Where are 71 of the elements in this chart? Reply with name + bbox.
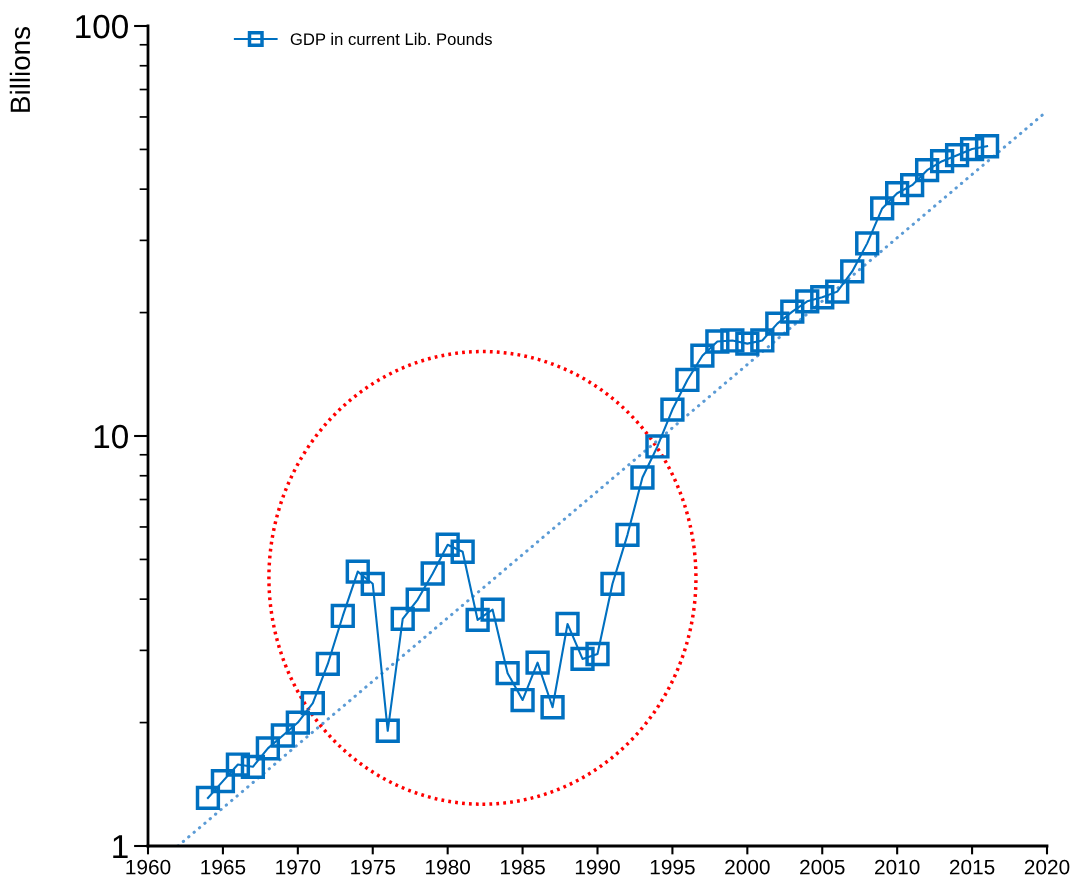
- point: [795, 289, 820, 314]
- point: [645, 434, 670, 459]
- point: [855, 231, 880, 256]
- point: [974, 134, 1000, 159]
- point: [465, 607, 490, 633]
- point: [240, 754, 266, 779]
- point: [270, 723, 296, 748]
- point: [615, 522, 640, 547]
- x-tick-label: 1970: [276, 859, 321, 875]
- x-tick-label: 2015: [949, 859, 995, 875]
- point: [450, 539, 475, 564]
- point: [705, 329, 730, 354]
- x-tick-label: 1975: [351, 859, 396, 875]
- point: [630, 465, 655, 490]
- point: [720, 328, 745, 353]
- point: [540, 695, 565, 720]
- point: [375, 718, 400, 743]
- point: [255, 736, 281, 761]
- point: [929, 149, 955, 174]
- x-tick-label: 2020: [1024, 859, 1070, 875]
- x-tick-label: 1980: [426, 859, 471, 875]
- point: [225, 752, 251, 777]
- x-tick-label: 1995: [650, 859, 695, 875]
- point: [390, 606, 415, 632]
- point: [870, 196, 895, 221]
- x-tick-label: 1985: [501, 859, 545, 875]
- point: [735, 331, 760, 356]
- point: [405, 587, 430, 612]
- point: [780, 299, 805, 324]
- point: [765, 311, 790, 336]
- point: [959, 136, 985, 162]
- x-tick-label: 1965: [201, 859, 246, 875]
- x-tick-label: 1990: [575, 859, 620, 875]
- point: [750, 328, 775, 353]
- y-axis-title: Billions: [9, 27, 31, 112]
- point: [600, 571, 625, 596]
- point: [525, 650, 550, 675]
- point: [899, 173, 925, 198]
- point: [360, 571, 385, 596]
- point: [480, 597, 505, 622]
- point: [495, 660, 520, 686]
- point: [840, 259, 865, 284]
- point: [944, 143, 970, 168]
- point: [810, 285, 835, 310]
- point: [195, 785, 221, 811]
- point: [914, 158, 940, 183]
- point: [300, 691, 325, 716]
- point: [330, 603, 355, 629]
- point: [555, 611, 580, 637]
- point: [420, 561, 445, 586]
- point: [660, 397, 685, 422]
- point: [675, 367, 700, 393]
- point: [690, 343, 715, 368]
- y-tick-label: 10: [94, 424, 128, 449]
- x-tick-label: 2010: [875, 859, 920, 875]
- point: [315, 651, 340, 677]
- x-tick-label: 1960: [126, 859, 171, 875]
- x-tick-label: 2005: [800, 859, 845, 875]
- point: [345, 559, 370, 584]
- point: [585, 641, 610, 667]
- point: [885, 181, 910, 206]
- y-tick-label: 100: [76, 14, 128, 39]
- point: [435, 532, 460, 557]
- point: [285, 710, 310, 735]
- x-tick-label: 2000: [725, 859, 770, 875]
- point: [570, 646, 595, 672]
- legend-label: GDP in current Lib. Pounds: [290, 32, 492, 46]
- point: [825, 279, 850, 304]
- point: [210, 768, 236, 794]
- point: [510, 687, 535, 713]
- y-tick-label: 1: [113, 835, 128, 859]
